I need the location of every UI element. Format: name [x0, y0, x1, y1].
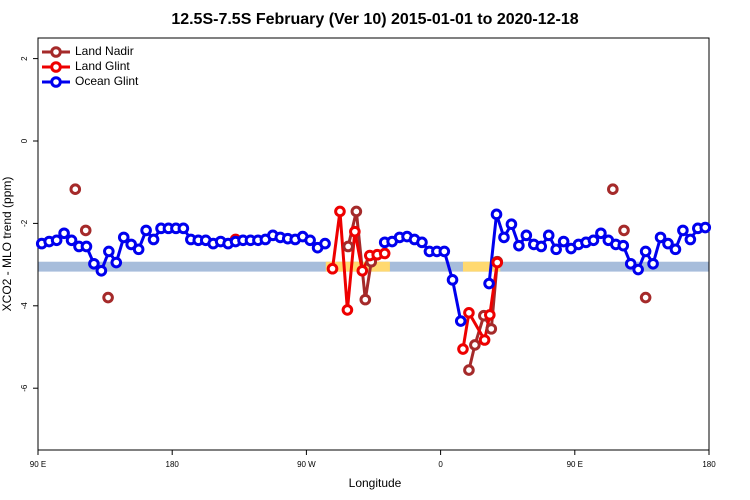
legend-label: Land Nadir [75, 44, 134, 58]
x-tick-label: 0 [438, 460, 443, 469]
data-point [65, 234, 78, 247]
x-tick-label: 90 E [30, 460, 46, 469]
data-point [438, 245, 451, 258]
data-point [125, 238, 137, 251]
data-point [662, 237, 674, 250]
y-axis-label: XCO2 - MLO trend (ppm) [0, 177, 14, 312]
data-point [350, 205, 363, 218]
x-axis-label: Longitude [349, 476, 402, 490]
data-point [319, 237, 331, 250]
y-tick-label: 2 [20, 56, 29, 61]
data-point [490, 208, 503, 221]
x-tick-label: 180 [166, 460, 180, 469]
legend-marker [50, 76, 62, 88]
data-point [378, 247, 391, 260]
data-point [550, 243, 562, 256]
y-tick-label: -6 [20, 384, 29, 392]
data-point [535, 240, 548, 253]
data-point [132, 243, 145, 256]
data-point [505, 218, 518, 231]
data-point [334, 205, 346, 218]
data-point [326, 262, 339, 275]
data-point [341, 304, 354, 316]
data-point [484, 309, 496, 321]
data-point [140, 224, 152, 237]
series-line [461, 262, 499, 350]
x-tick-label: 90 E [567, 460, 583, 469]
data-point [677, 224, 689, 237]
data-point [50, 234, 63, 247]
data-point [342, 240, 354, 253]
data-point [595, 227, 607, 240]
data-point [95, 264, 108, 277]
data-point [639, 245, 652, 258]
data-point [88, 257, 100, 270]
data-point [102, 291, 114, 304]
data-point [416, 236, 428, 249]
y-tick-label: -4 [20, 302, 29, 310]
data-point [483, 277, 495, 290]
data-point [624, 257, 637, 270]
chart-title: 12.5S-7.5S February (Ver 10) 2015-01-01 … [171, 11, 578, 28]
x-tick-label: 90 W [297, 460, 316, 469]
data-point [304, 234, 316, 247]
data-point [618, 224, 630, 237]
data-point [147, 233, 160, 246]
data-point [469, 339, 481, 351]
legend-marker [50, 61, 62, 73]
data-point [485, 323, 498, 335]
data-point [454, 315, 467, 327]
data-point [520, 229, 533, 242]
data-point [177, 222, 190, 235]
data-point [463, 364, 475, 376]
data-point [699, 221, 712, 234]
data-point [684, 233, 697, 246]
data-point [669, 243, 682, 256]
highlight [462, 261, 501, 272]
data-point [617, 239, 630, 252]
data-point [632, 263, 644, 276]
data-point [513, 239, 525, 252]
data-point [639, 291, 652, 304]
legend-label: Ocean Glint [75, 74, 139, 88]
data-point [498, 231, 510, 244]
data-point [356, 264, 369, 277]
data-point [542, 229, 555, 242]
data-point [79, 224, 92, 237]
data-point [80, 240, 93, 253]
data-point [349, 225, 361, 238]
data-point [69, 183, 82, 196]
data-point [457, 343, 469, 355]
data-point [58, 227, 70, 240]
legend-marker [50, 46, 62, 58]
data-point [654, 231, 667, 244]
legend-label: Land Glint [75, 59, 130, 73]
data-point [446, 274, 459, 286]
data-point [491, 256, 504, 269]
data-point [478, 334, 491, 346]
y-tick-label: 0 [20, 138, 29, 143]
data-point [587, 234, 600, 247]
data-point [647, 257, 659, 270]
data-point [463, 307, 475, 319]
data-point [117, 231, 130, 244]
data-point [110, 256, 123, 269]
data-point [607, 183, 619, 196]
data-point [557, 235, 570, 248]
y-tick-label: -2 [20, 219, 29, 227]
data-point [359, 293, 372, 306]
data-point [103, 245, 115, 258]
highlight [325, 261, 390, 272]
x-tick-label: 180 [702, 460, 716, 469]
